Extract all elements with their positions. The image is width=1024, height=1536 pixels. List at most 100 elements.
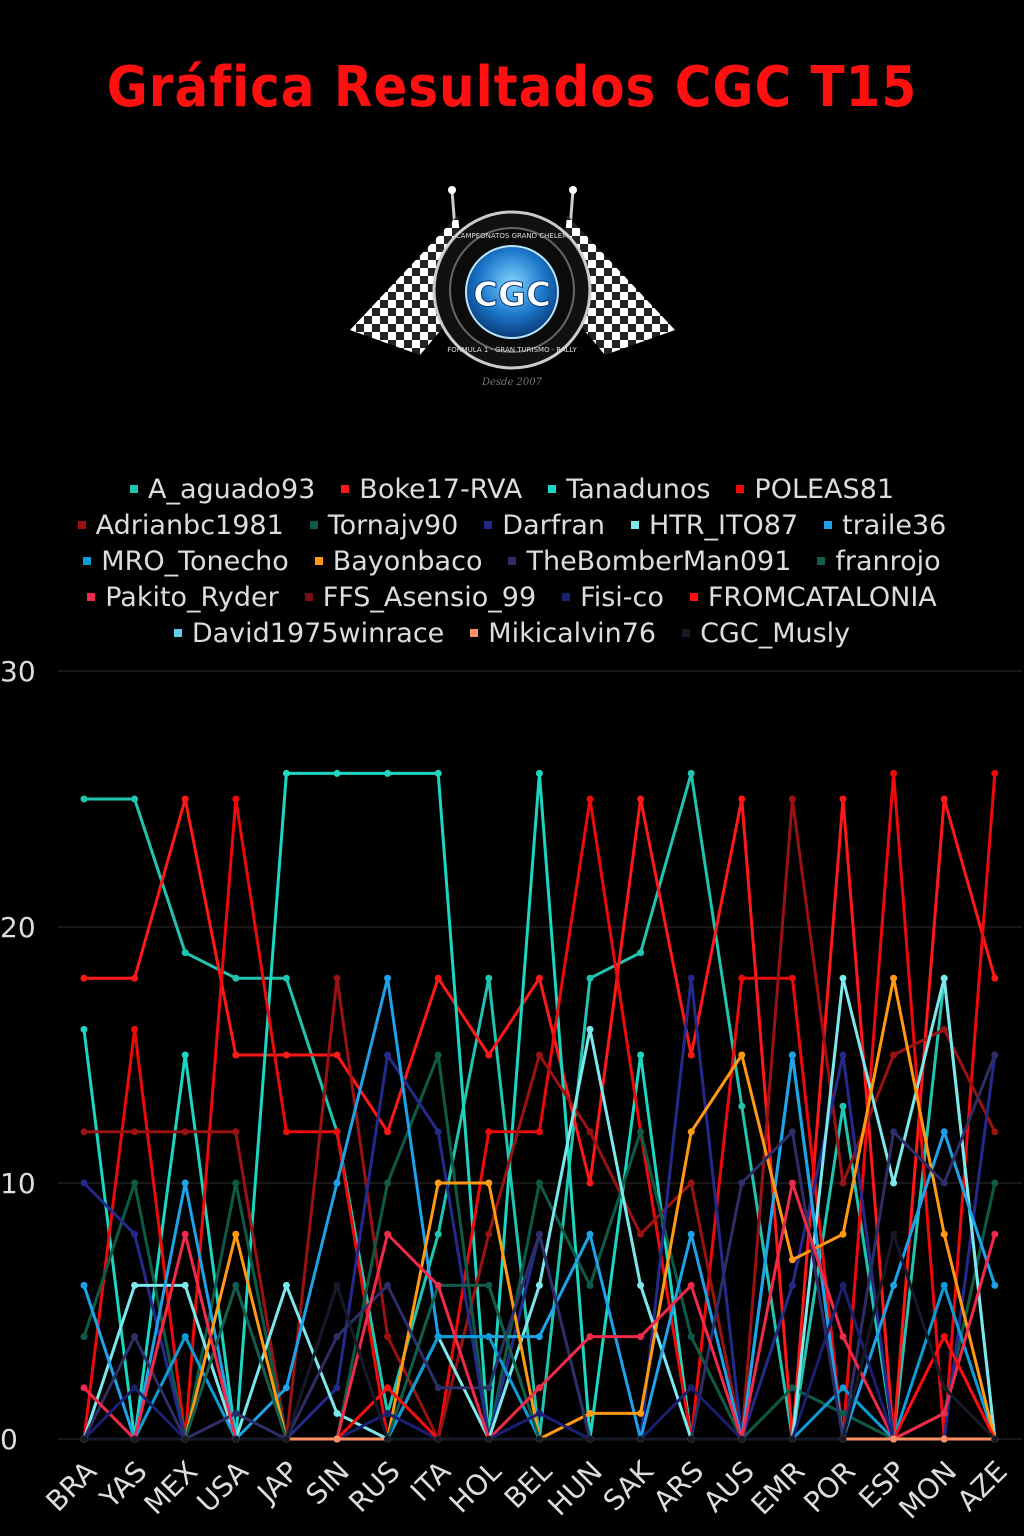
legend-item: POLEAS81 (736, 472, 894, 506)
data-point (384, 1333, 392, 1341)
x-tick-label: BRA (40, 1455, 103, 1518)
data-point (282, 769, 290, 777)
legend-swatch (341, 485, 350, 493)
x-tick-label: MON (892, 1455, 963, 1526)
data-point (232, 1435, 240, 1443)
data-point (131, 795, 139, 803)
data-point (839, 1409, 847, 1417)
legend-swatch (689, 593, 698, 601)
data-point (586, 1333, 594, 1341)
data-point (788, 974, 796, 982)
data-point (80, 1128, 88, 1136)
data-point (991, 1230, 999, 1238)
cgc-logo: CGC CAMPEONATOS GRAND CHELEM FORMULA 1 ·… (350, 186, 675, 388)
legend-item: franrojo (817, 544, 941, 578)
data-point (687, 769, 695, 777)
data-point (637, 795, 645, 803)
data-point (131, 1128, 139, 1136)
data-point (434, 1281, 442, 1289)
data-point (991, 974, 999, 982)
data-point (839, 1051, 847, 1059)
legend-label: Adrianbc1981 (95, 509, 284, 541)
data-point (637, 1128, 645, 1136)
x-tick-label: AZE (951, 1455, 1014, 1518)
x-tick-label: JAP (250, 1455, 306, 1511)
data-point (434, 1333, 442, 1341)
legend-label: Tornajv90 (327, 509, 459, 541)
data-point (282, 1051, 290, 1059)
data-point (80, 1384, 88, 1392)
x-tick-label: HUN (541, 1455, 609, 1523)
data-point (586, 1025, 594, 1033)
data-point (282, 1384, 290, 1392)
data-point (131, 1230, 139, 1238)
logo-ring-bottom: FORMULA 1 · GRAN TURISMO · RALLY (447, 346, 577, 354)
data-point (384, 1409, 392, 1417)
data-point (687, 1179, 695, 1187)
data-point (131, 1435, 139, 1443)
data-point (637, 1281, 645, 1289)
legend-swatch (309, 521, 318, 529)
legend-label: A_aguado93 (147, 473, 316, 505)
data-point (485, 1384, 493, 1392)
data-point (940, 1384, 948, 1392)
data-point (232, 974, 240, 982)
data-point (991, 1281, 999, 1289)
data-point (839, 1230, 847, 1238)
data-point (232, 1051, 240, 1059)
data-point (384, 974, 392, 982)
data-point (687, 1128, 695, 1136)
data-point (80, 1179, 88, 1187)
data-point (131, 974, 139, 982)
legend-label: FROMCATALONIA (707, 581, 937, 613)
data-point (586, 1409, 594, 1417)
data-point (940, 1281, 948, 1289)
data-point (181, 1333, 189, 1341)
x-tick-label: SAK (597, 1454, 660, 1517)
legend-item: Pakito_Ryder (87, 580, 279, 614)
x-tick-label: HOL (443, 1454, 508, 1519)
data-point (384, 1435, 392, 1443)
legend-swatch (314, 557, 323, 565)
data-point (333, 1435, 341, 1443)
data-point (890, 1281, 898, 1289)
data-point (839, 1179, 847, 1187)
data-point (80, 974, 88, 982)
data-point (80, 1333, 88, 1341)
data-point (181, 795, 189, 803)
data-point (333, 1409, 341, 1417)
legend-label: HTR_ITO87 (649, 509, 799, 541)
legend-item: Tanadunos (548, 472, 710, 506)
data-point (333, 769, 341, 777)
legend-item: HTR_ITO87 (631, 508, 798, 542)
y-axis-ticks: 0 10 20 30 (0, 655, 36, 1456)
data-point (485, 1281, 493, 1289)
legend-item: Boke17-RVA (341, 472, 522, 506)
legend-swatch (682, 629, 691, 637)
data-point (637, 1230, 645, 1238)
data-point (485, 1230, 493, 1238)
data-point (788, 1128, 796, 1136)
legend-item: FFS_Asensio_99 (304, 580, 536, 614)
logo-ring-top: CAMPEONATOS GRAND CHELEM (456, 232, 568, 240)
legend-label: Fisi-co (580, 581, 664, 613)
data-point (586, 795, 594, 803)
data-point (637, 1051, 645, 1059)
legend-label: POLEAS81 (754, 473, 895, 505)
legend-swatch (87, 593, 96, 601)
legend-item: Mikicalvin76 (470, 616, 656, 650)
line-chart: 0 10 20 30 BRAYASMEXUSAJAPSINRUSITAHOLBELHU… (0, 655, 1022, 1526)
legend-swatch (470, 629, 479, 637)
page-title: Gráfica Resultados CGC T15 (106, 54, 918, 120)
data-point (738, 795, 746, 803)
x-tick-label: SIN (299, 1455, 356, 1512)
legend-label: franrojo (835, 545, 941, 577)
legend-label: Boke17-RVA (359, 473, 523, 505)
data-point (232, 1409, 240, 1417)
data-point (434, 769, 442, 777)
legend-label: MRO_Tonecho (101, 545, 289, 577)
data-point (940, 1435, 948, 1443)
data-point (485, 1128, 493, 1136)
data-point (384, 769, 392, 777)
data-point (535, 1384, 543, 1392)
